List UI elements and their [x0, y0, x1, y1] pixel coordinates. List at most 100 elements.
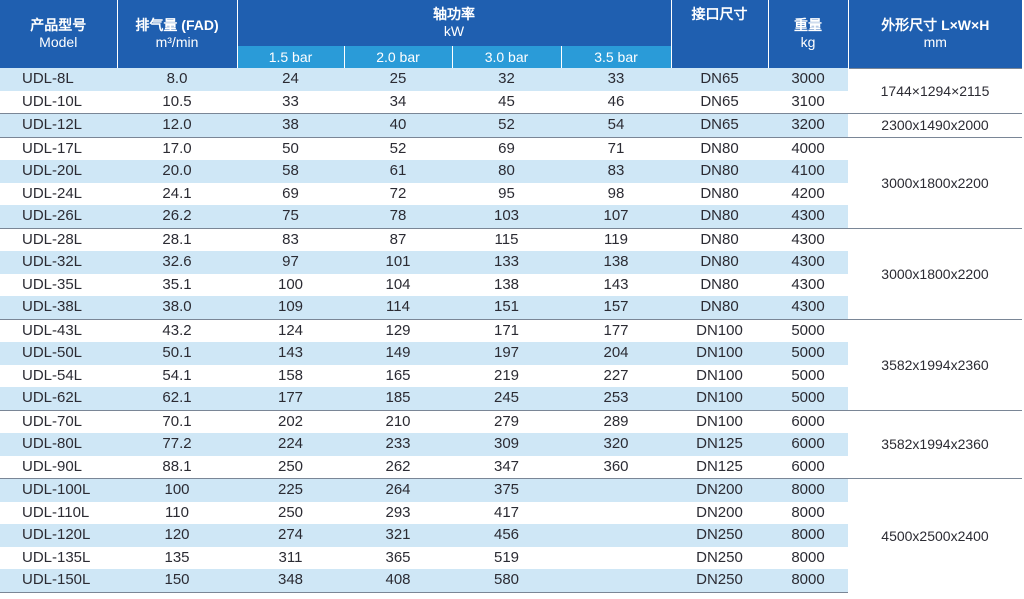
port-size-cell: DN250: [671, 546, 768, 569]
power-3-5-bar-cell: [561, 569, 671, 593]
power-3-0-bar-cell: 347: [452, 455, 561, 479]
power-3-0-bar-cell: 95: [452, 182, 561, 205]
port-size-cell: DN200: [671, 501, 768, 524]
power-3-0-bar-cell: 519: [452, 546, 561, 569]
weight-cell: 3000: [768, 68, 848, 91]
power-3-5-bar-cell: 253: [561, 387, 671, 410]
table-row: UDL-90L 88.1 250 262 347 360 DN125 6000: [0, 455, 1022, 479]
table-row: UDL-100L 100 225 264 375 DN200 8000 4500x2500x2…: [0, 478, 1022, 592]
power-1-5-bar-cell: 58: [237, 160, 344, 183]
power-3-0-bar-cell: 52: [452, 113, 561, 137]
weight-cell: 4100: [768, 160, 848, 183]
model-cell: UDL-38L: [0, 296, 117, 319]
weight-cell: 8000: [768, 546, 848, 569]
fad-cell: 10.5: [117, 90, 237, 114]
model-cell: UDL-32L: [0, 251, 117, 274]
power-3-0-bar-cell: 197: [452, 342, 561, 365]
power-3-0-bar-cell: 115: [452, 227, 561, 251]
power-1-5-bar-cell: 124: [237, 318, 344, 342]
power-1-5-bar-cell: 158: [237, 364, 344, 387]
weight-cell: 6000: [768, 433, 848, 456]
table-row: UDL-54L 54.1 158 165 219 227 DN100 5000: [0, 364, 1022, 387]
table-row: UDL-38L 38.0 109 114 151 157 DN80 4300: [0, 296, 1022, 319]
model-cell: UDL-90L: [0, 455, 117, 479]
fad-cell: 77.2: [117, 433, 237, 456]
weight-cell: 5000: [768, 318, 848, 342]
power-1-5-bar-cell: 250: [237, 455, 344, 479]
table-row: UDL-43L 43.2 124 129 171 177 DN100 5000 3582x199…: [0, 318, 1022, 410]
header-fad-cn: 排气量 (FAD): [135, 17, 219, 33]
power-3-0-bar-cell: 69: [452, 136, 561, 160]
port-size-cell: DN80: [671, 160, 768, 183]
model-cell: UDL-35L: [0, 273, 117, 296]
power-1-5-bar-cell: 69: [237, 182, 344, 205]
weight-cell: 4300: [768, 227, 848, 251]
port-size-cell: DN80: [671, 273, 768, 296]
model-cell: UDL-50L: [0, 342, 117, 365]
fad-cell: 32.6: [117, 251, 237, 274]
power-2-0-bar-cell: 34: [344, 90, 452, 114]
fad-cell: 62.1: [117, 387, 237, 410]
table-row: UDL-150L 150 348 408 580 DN250 8000: [0, 569, 1022, 593]
weight-cell: 6000: [768, 409, 848, 433]
fad-cell: 12.0: [117, 113, 237, 137]
power-2-0-bar-cell: 87: [344, 227, 452, 251]
table-row: UDL-10L 10.5 33 34 45 46 DN65 3100: [0, 90, 1022, 114]
dimensions-cell: 4500x2500x2400: [848, 478, 1022, 592]
weight-cell: 4200: [768, 182, 848, 205]
model-cell: UDL-17L: [0, 136, 117, 160]
power-1-5-bar-cell: 311: [237, 546, 344, 569]
model-cell: UDL-26L: [0, 205, 117, 228]
table-row: UDL-62L 62.1 177 185 245 253 DN100 5000: [0, 387, 1022, 410]
power-2-0-bar-cell: 129: [344, 318, 452, 342]
power-3-5-bar-cell: 107: [561, 205, 671, 228]
model-cell: UDL-24L: [0, 182, 117, 205]
power-3-0-bar-cell: 171: [452, 318, 561, 342]
port-size-cell: DN250: [671, 524, 768, 547]
fad-cell: 70.1: [117, 409, 237, 433]
power-1-5-bar-cell: 100: [237, 273, 344, 296]
dimensions-cell: 3582x1994x2360: [848, 318, 1022, 410]
power-1-5-bar-cell: 202: [237, 409, 344, 433]
power-1-5-bar-cell: 225: [237, 478, 344, 502]
header-power: 轴功率 kW: [237, 0, 672, 46]
header-pressure-1-5: 1.5 bar: [237, 46, 345, 68]
port-size-cell: DN65: [671, 90, 768, 114]
fad-cell: 26.2: [117, 205, 237, 228]
port-size-cell: DN250: [671, 569, 768, 593]
header-fad-unit: m³/min: [155, 34, 199, 50]
power-3-0-bar-cell: 309: [452, 433, 561, 456]
model-cell: UDL-62L: [0, 387, 117, 410]
port-size-cell: DN65: [671, 68, 768, 91]
power-2-0-bar-cell: 101: [344, 251, 452, 274]
power-3-5-bar-cell: 289: [561, 409, 671, 433]
port-size-cell: DN100: [671, 409, 768, 433]
dimensions-cell: 3000x1800x2200: [848, 227, 1022, 319]
power-3-5-bar-cell: 177: [561, 318, 671, 342]
power-3-5-bar-cell: 119: [561, 227, 671, 251]
weight-cell: 5000: [768, 364, 848, 387]
header-pressure-3-0: 3.0 bar: [452, 46, 562, 68]
port-size-cell: DN125: [671, 455, 768, 479]
power-3-0-bar-cell: 279: [452, 409, 561, 433]
power-3-0-bar-cell: 151: [452, 296, 561, 319]
port-size-cell: DN200: [671, 478, 768, 502]
power-1-5-bar-cell: 97: [237, 251, 344, 274]
power-3-5-bar-cell: 98: [561, 182, 671, 205]
power-3-5-bar-cell: 46: [561, 90, 671, 114]
power-3-5-bar-cell: 204: [561, 342, 671, 365]
power-3-0-bar-cell: 375: [452, 478, 561, 502]
power-3-5-bar-cell: 320: [561, 433, 671, 456]
table-row: UDL-24L 24.1 69 72 95 98 DN80 4200: [0, 182, 1022, 205]
header-dims-unit: mm: [923, 33, 947, 50]
power-3-5-bar-cell: 33: [561, 68, 671, 91]
fad-cell: 8.0: [117, 68, 237, 91]
header-weight: 重量 kg: [768, 0, 849, 68]
table-row: UDL-80L 77.2 224 233 309 320 DN125 6000: [0, 433, 1022, 456]
port-size-cell: DN100: [671, 342, 768, 365]
fad-cell: 50.1: [117, 342, 237, 365]
power-3-0-bar-cell: 80: [452, 160, 561, 183]
weight-cell: 8000: [768, 501, 848, 524]
power-1-5-bar-cell: 274: [237, 524, 344, 547]
port-size-cell: DN65: [671, 113, 768, 137]
